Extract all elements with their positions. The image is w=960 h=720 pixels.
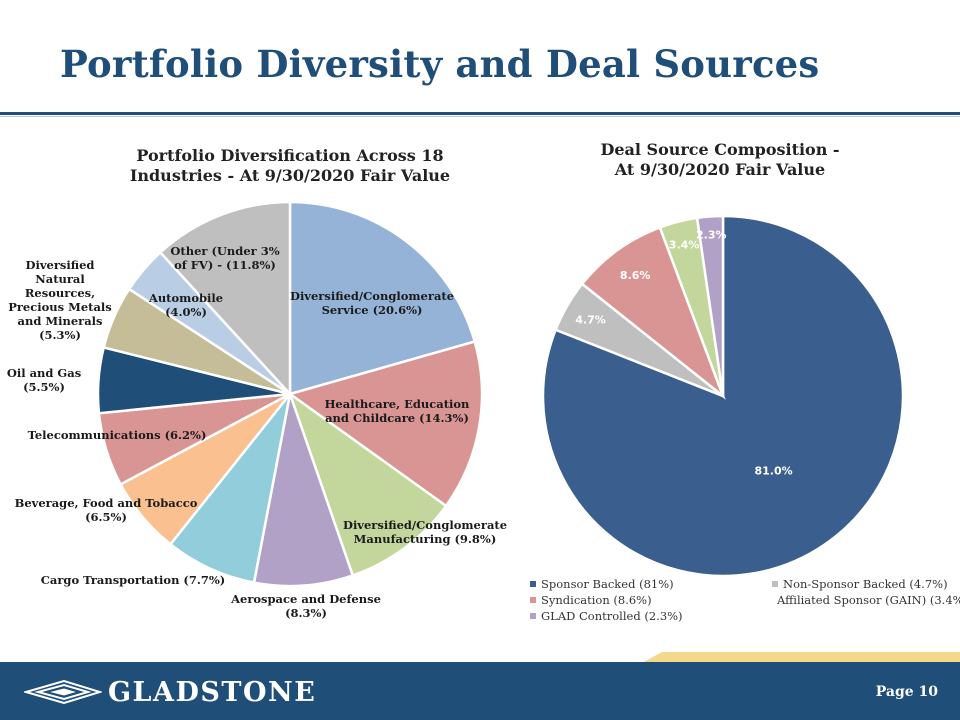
industry-label-1: Healthcare, Education and Childcare (14.3… (325, 397, 470, 425)
legend-swatch (530, 580, 536, 587)
deal-source-data-label-0: 81.0% (755, 464, 793, 477)
legend-label: Non-Sponsor Backed (4.7%) (783, 576, 948, 591)
industry-chart-title-line-2: Industries - At 9/30/2020 Fair Value (129, 166, 451, 185)
industry-label-9: Automobile (4.0%) (148, 291, 223, 319)
industry-slice-0 (288, 200, 477, 396)
title-divider (0, 112, 960, 115)
deal-source-chart-title: Deal Source Composition - At 9/30/2020 F… (560, 140, 880, 180)
legend-swatch (530, 596, 536, 603)
industry-pie-chart: Diversified/Conglomerate Service (20.6%) H… (7, 200, 507, 620)
industry-label-4: Cargo Transportation (7.7%) (41, 573, 226, 587)
deal-source-pie-chart: 81.0% 4.7% 8.6% 3.4%2.3% (541, 214, 905, 578)
legend-item: Syndication (8.6%) (530, 592, 772, 607)
logo-text: GLADSTONE (108, 677, 317, 708)
industry-label-5: Beverage, Food and Tobacco (6.5%) (15, 496, 198, 524)
industry-label-10: Other (Under 3% of FV) - (11.8%) (170, 244, 279, 272)
legend-item: GLAD Controlled (2.3%) (530, 608, 772, 623)
legend-item: Non-Sponsor Backed (4.7%) (772, 576, 960, 591)
industry-slice-2 (287, 390, 448, 578)
page-number: Page 10 (875, 684, 938, 700)
legend-item: Affiliated Sponsor (GAIN) (3.4%) (772, 592, 960, 607)
industry-label-0: Diversified/Conglomerate Service (20.6%) (290, 289, 454, 317)
industry-slice-3 (252, 389, 355, 588)
title-divider-thin (0, 116, 960, 117)
industry-slice-10 (158, 200, 292, 398)
footer-bar (0, 662, 960, 720)
industry-label-7: Oil and Gas (5.5%) (7, 366, 81, 394)
deal-source-chart-title-line-1: Deal Source Composition - (600, 140, 840, 159)
industry-chart-title-line-1: Portfolio Diversification Across 18 (136, 146, 444, 165)
industry-slice-1 (287, 340, 484, 508)
legend-swatch (772, 580, 778, 587)
legend-label: Sponsor Backed (81%) (541, 576, 674, 591)
legend-label: Affiliated Sponsor (GAIN) (3.4%) (777, 592, 960, 607)
deal-source-data-label-1: 4.7% (575, 313, 606, 326)
deal-source-legend: Sponsor Backed (81%) Non-Sponsor Backed (… (530, 576, 960, 623)
gladstone-logo-icon (24, 680, 102, 704)
page-title: Portfolio Diversity and Deal Sources (60, 42, 820, 86)
deal-source-data-label-3: 3.4% (669, 238, 700, 251)
deal-source-data-label-4: 2.3% (696, 228, 727, 241)
deal-source-chart-title-line-2: At 9/30/2020 Fair Value (614, 160, 826, 179)
deal-source-slice-4 (695, 214, 725, 397)
industry-label-8: Diversified Natural Resources, Precious Met… (8, 258, 112, 342)
legend-label: Syndication (8.6%) (541, 592, 652, 607)
deal-source-slice-0 (541, 214, 905, 578)
deal-source-slice-2 (580, 225, 726, 400)
deal-source-data-label-2: 8.6% (620, 269, 651, 282)
industry-label-6: Telecommunications (6.2%) (28, 428, 207, 442)
legend-item: Sponsor Backed (81%) (530, 576, 772, 591)
legend-swatch (530, 612, 536, 619)
industry-chart-title: Portfolio Diversification Across 18 Indu… (110, 146, 470, 186)
legend-label: GLAD Controlled (2.3%) (541, 608, 683, 623)
industry-label-2: Diversified/Conglomerate Manufacturing (9… (343, 518, 507, 546)
footer-accent-stripe (640, 652, 960, 664)
industry-label-3: Aerospace and Defense (8.3%) (230, 592, 381, 620)
industry-slice-4 (168, 393, 292, 585)
